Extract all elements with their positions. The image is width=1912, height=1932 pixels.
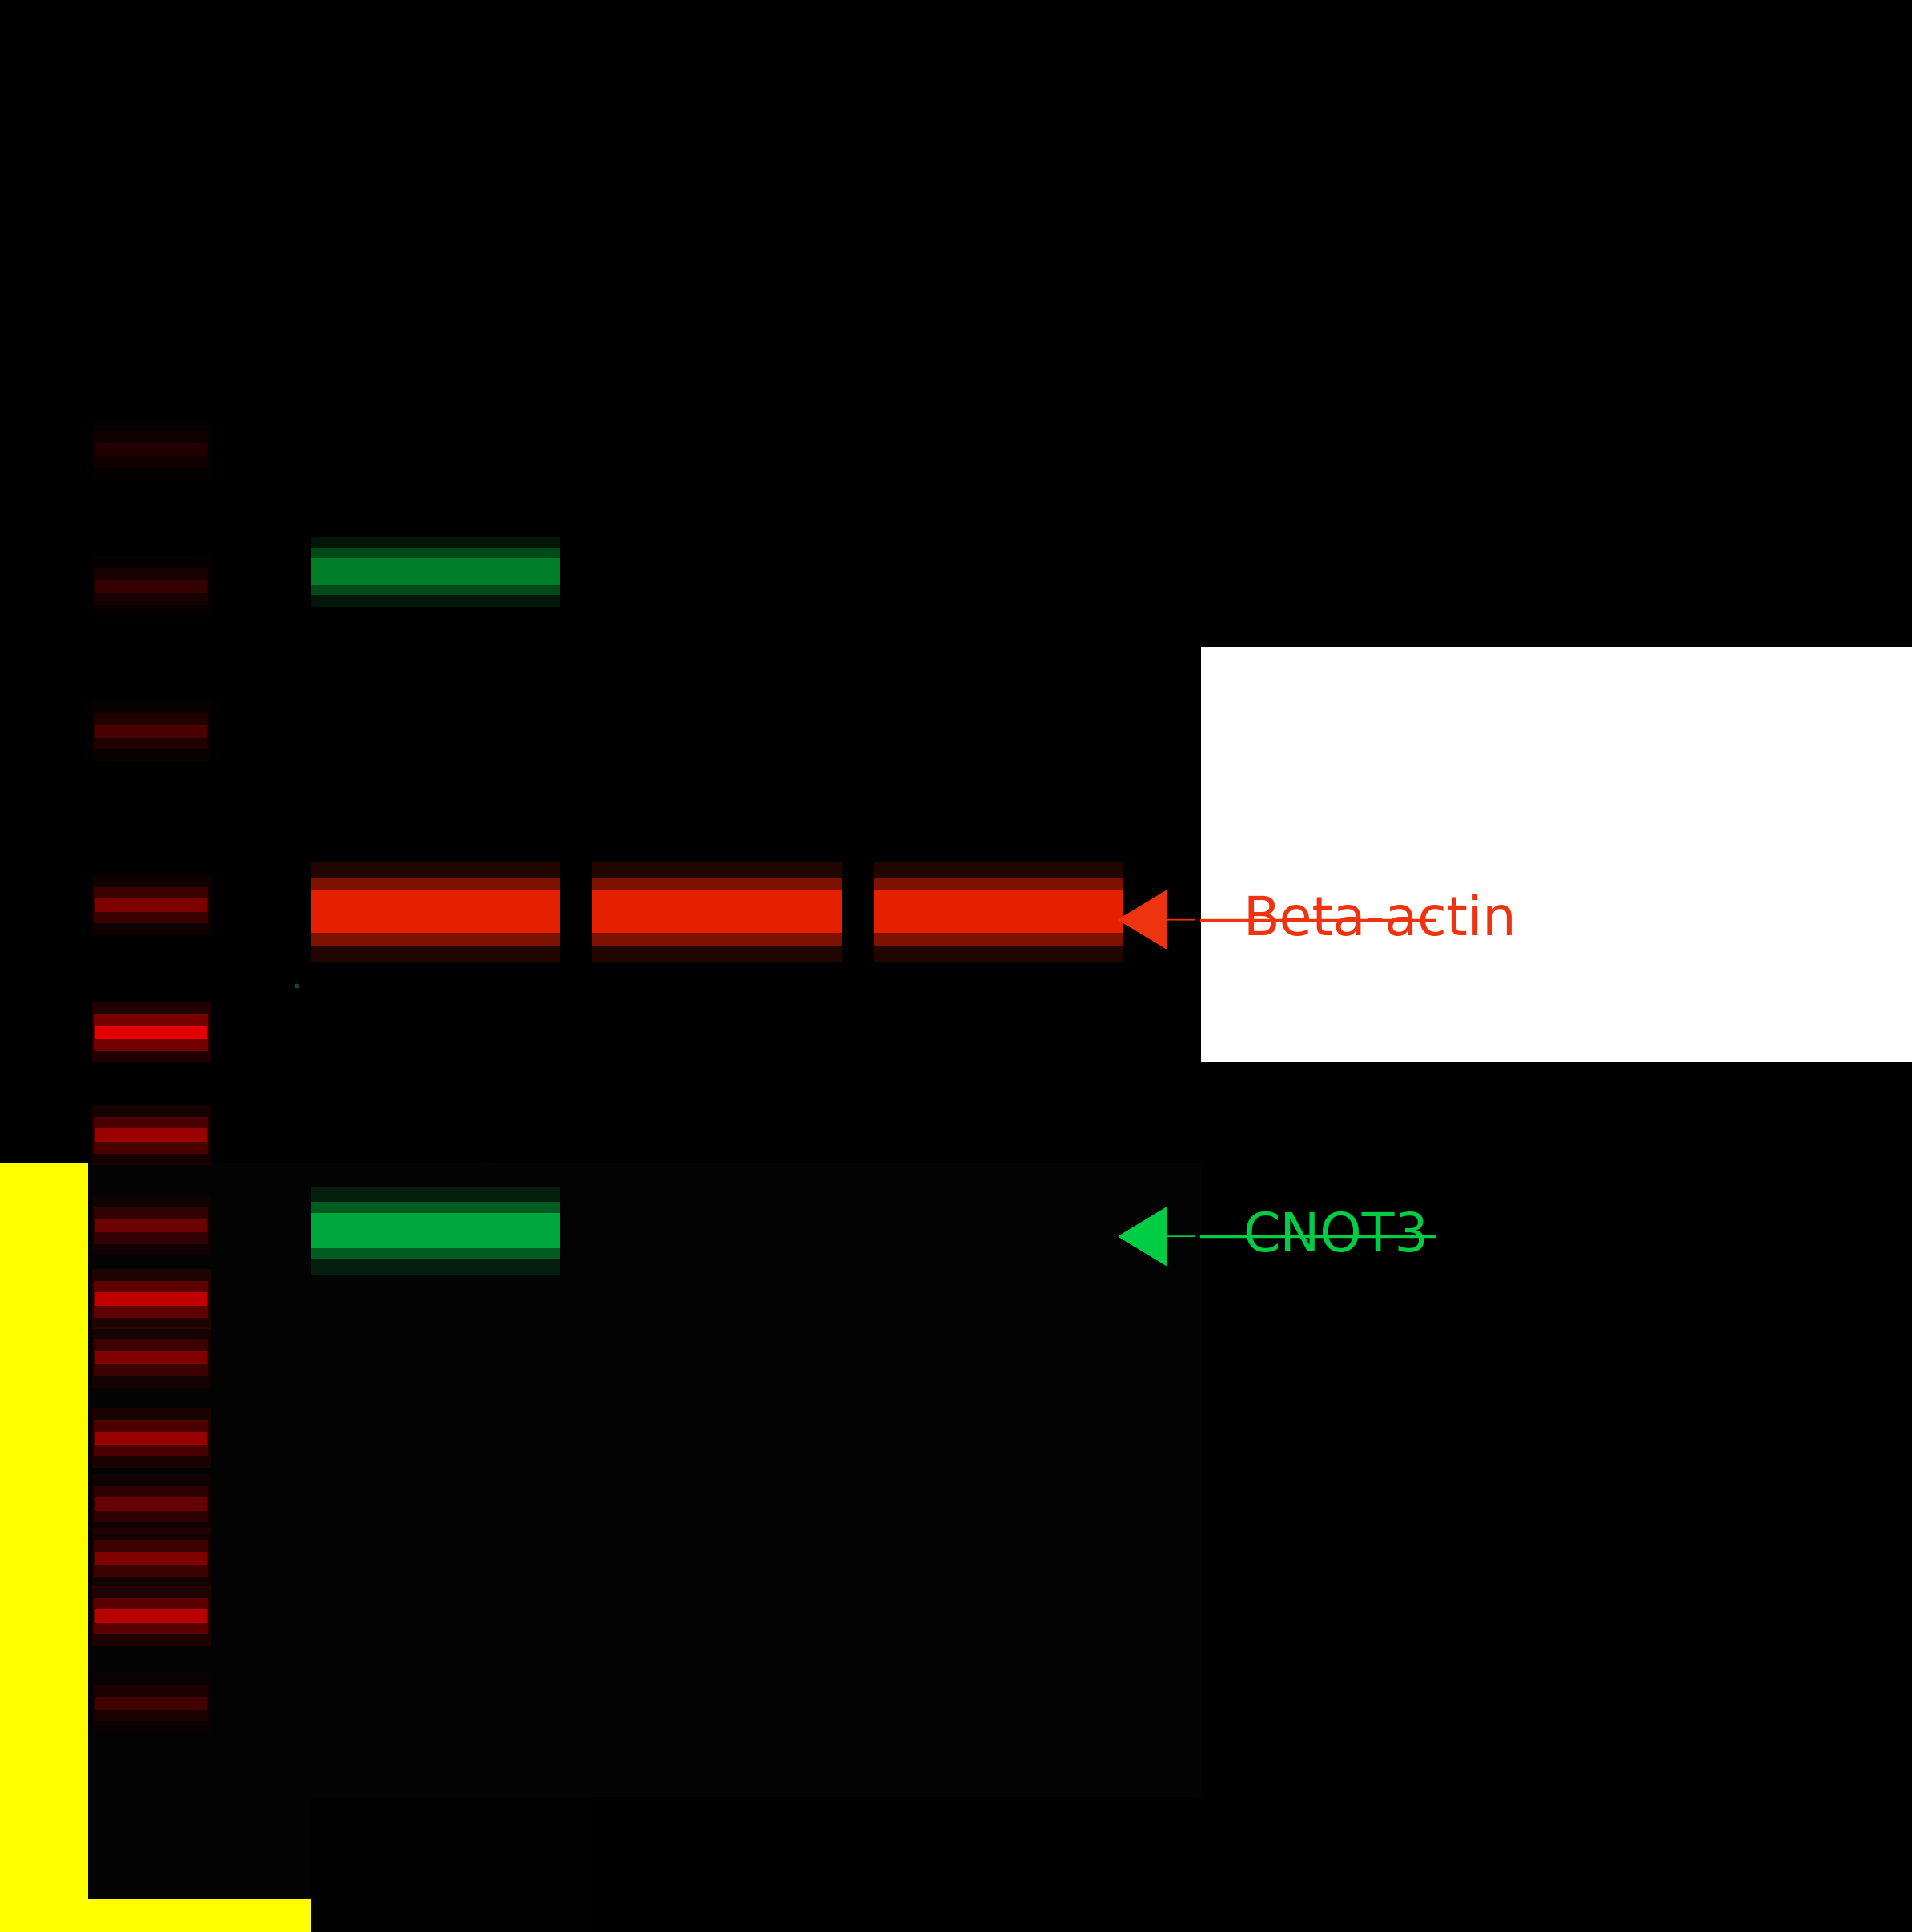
Bar xyxy=(94,1540,208,1577)
Bar xyxy=(88,1163,1201,1899)
Bar xyxy=(593,1797,1199,1932)
Bar xyxy=(96,1551,206,1565)
Bar xyxy=(96,1696,206,1710)
Bar xyxy=(94,1339,208,1376)
Bar xyxy=(312,1797,1201,1932)
Bar xyxy=(96,724,206,738)
Bar xyxy=(92,1269,210,1329)
Bar xyxy=(1201,647,1912,1063)
Bar xyxy=(96,1128,206,1142)
Bar xyxy=(94,1208,208,1244)
Bar xyxy=(92,1586,210,1646)
Bar xyxy=(96,1026,206,1039)
Bar xyxy=(593,891,841,933)
Bar xyxy=(92,556,210,616)
Bar xyxy=(94,887,208,923)
Bar xyxy=(92,1105,210,1165)
Bar xyxy=(94,1598,208,1634)
Bar xyxy=(94,1486,208,1522)
Bar xyxy=(92,701,210,761)
Bar xyxy=(312,558,560,585)
Bar xyxy=(92,1408,210,1468)
Bar xyxy=(94,431,208,468)
Bar xyxy=(593,862,841,962)
Bar xyxy=(94,1117,208,1153)
Bar xyxy=(92,1474,210,1534)
Bar xyxy=(92,1327,210,1387)
Bar xyxy=(96,1432,206,1445)
Bar xyxy=(96,1609,206,1623)
Bar xyxy=(312,1213,560,1248)
Bar xyxy=(92,1528,210,1588)
Bar xyxy=(0,1899,880,1932)
Bar xyxy=(96,1219,206,1233)
Bar xyxy=(96,898,206,912)
Text: Beta-actin: Beta-actin xyxy=(1243,893,1516,947)
FancyArrow shape xyxy=(1119,891,1195,949)
Bar xyxy=(94,1685,208,1721)
Bar xyxy=(92,1673,210,1733)
Bar xyxy=(96,1350,206,1364)
Bar xyxy=(874,891,1122,933)
Bar xyxy=(373,1899,1101,1932)
Bar xyxy=(312,537,560,607)
Bar xyxy=(0,1163,88,1899)
FancyArrow shape xyxy=(1119,1208,1195,1265)
Bar xyxy=(312,1202,560,1260)
Bar xyxy=(593,877,841,947)
Bar xyxy=(96,1497,206,1511)
Bar xyxy=(312,549,560,595)
Bar xyxy=(92,875,210,935)
Bar xyxy=(92,419,210,479)
Bar xyxy=(874,862,1122,962)
Bar xyxy=(94,568,208,605)
Bar xyxy=(312,891,560,933)
Text: CNOT3: CNOT3 xyxy=(1243,1209,1428,1264)
Bar xyxy=(312,862,560,962)
Bar xyxy=(96,580,206,593)
Bar xyxy=(874,877,1122,947)
Bar xyxy=(92,1196,210,1256)
Bar xyxy=(96,442,206,456)
Bar xyxy=(92,1003,210,1063)
Bar xyxy=(312,877,560,947)
Bar xyxy=(96,1293,206,1306)
Bar xyxy=(94,713,208,750)
Bar xyxy=(94,1281,208,1318)
Bar xyxy=(312,1186,560,1275)
Bar xyxy=(94,1014,208,1051)
Bar xyxy=(94,1420,208,1457)
